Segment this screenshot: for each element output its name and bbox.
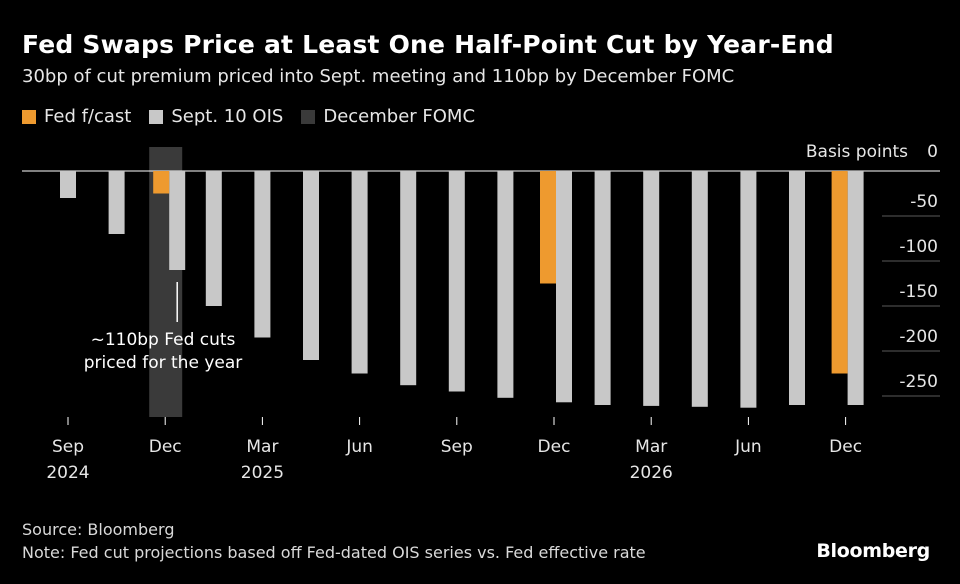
chart-annotation: ~110bp Fed cuts priced for the year (83, 330, 243, 373)
ois-bar (497, 171, 514, 398)
x-tick-label: Jun (345, 437, 373, 457)
fed-forecast-bar (831, 171, 848, 374)
x-tick-label: Mar (635, 437, 667, 457)
ois-bar (789, 171, 805, 405)
x-tick-label: Dec (538, 437, 571, 457)
ois-bar (448, 171, 465, 392)
ois-bar (556, 171, 572, 403)
legend-label-ois: Sept. 10 OIS (171, 106, 284, 127)
legend-label-fed-forecast: Fed f/cast (44, 106, 132, 127)
x-tick-label: Sep (441, 437, 473, 457)
bloomberg-logo: Bloomberg (816, 540, 930, 562)
ois-bar (643, 171, 660, 406)
ois-bar (351, 171, 368, 374)
ois-bar (303, 171, 319, 360)
ois-bar (691, 171, 708, 407)
ois-bar (60, 171, 76, 198)
fed-forecast-bar (540, 171, 556, 284)
x-tick-year-label: 2025 (241, 463, 284, 483)
legend-swatch-december-fomc (301, 109, 316, 124)
y-tick-label: -100 (899, 237, 938, 257)
y-tick-label: -200 (899, 327, 938, 347)
legend-swatch-ois (149, 109, 164, 124)
x-tick-year-label: 2026 (630, 463, 673, 483)
ois-bar (847, 171, 864, 405)
x-tick-year-label: 2024 (46, 463, 89, 483)
source-text: Source: Bloomberg (22, 520, 175, 539)
ois-bar (400, 171, 417, 386)
note-text: Note: Fed cut projections based off Fed-… (22, 543, 646, 562)
ois-bar (205, 171, 222, 306)
chart-subtitle: 30bp of cut premium priced into Sept. me… (22, 66, 735, 87)
legend-item-december-fomc: December FOMC (301, 106, 475, 127)
ois-bar (254, 171, 271, 338)
y-tick-label: -250 (899, 372, 938, 392)
y-tick-label: 0 (927, 142, 938, 162)
legend-label-december-fomc: December FOMC (323, 106, 476, 127)
x-tick-label: Dec (829, 437, 862, 457)
ois-bar (108, 171, 125, 234)
y-axis-title: Basis points (806, 142, 908, 162)
x-tick-label: Dec (149, 437, 182, 457)
ois-bar (740, 171, 757, 408)
x-tick-label: Jun (734, 437, 762, 457)
ois-bar (169, 171, 186, 270)
y-tick-label: -50 (910, 192, 938, 212)
ois-bar (594, 171, 611, 405)
y-tick-label: -150 (899, 282, 938, 302)
x-tick-label: Mar (246, 437, 278, 457)
x-tick-label: Sep (52, 437, 84, 457)
legend: Fed f/cast Sept. 10 OIS December FOMC (22, 106, 493, 127)
legend-swatch-fed-forecast (22, 109, 36, 124)
legend-item-fed-forecast: Fed f/cast (22, 106, 131, 127)
legend-item-ois: Sept. 10 OIS (149, 106, 283, 127)
chart-title: Fed Swaps Price at Least One Half-Point … (22, 30, 834, 59)
fed-forecast-bar (153, 171, 170, 194)
